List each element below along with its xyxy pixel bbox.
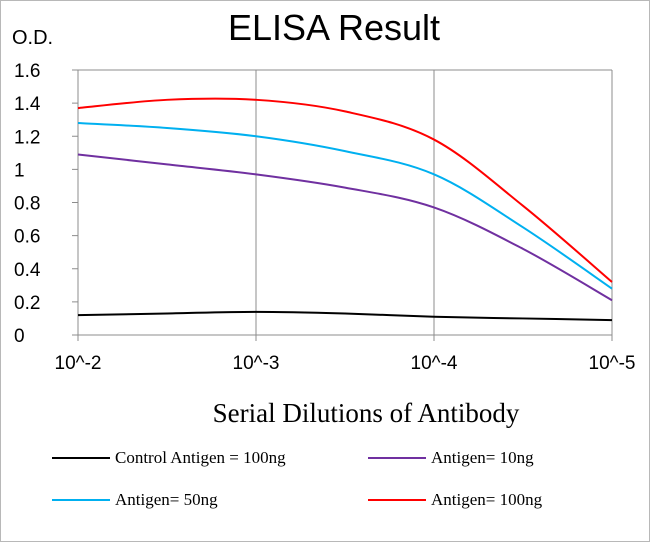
x-tick-label: 10^-3: [233, 353, 280, 374]
y-tick-label: 1: [14, 160, 25, 181]
y-axis-label: O.D.: [12, 27, 53, 49]
y-tick-label: 0: [14, 326, 25, 347]
series-line-3: [77, 97, 613, 283]
series-lines: [77, 97, 613, 322]
y-tick-label: 0.2: [14, 293, 40, 314]
x-tick-label: 10^-5: [589, 353, 636, 374]
legend-label-3: Antigen= 100ng: [431, 490, 543, 509]
chart-title: ELISA Result: [228, 7, 440, 48]
y-tick-label: 0.6: [14, 227, 40, 248]
x-axis-label: Serial Dilutions of Antibody: [213, 398, 520, 428]
x-tick-label: 10^-2: [55, 353, 102, 374]
x-tick-labels: 10^-2 10^-3 10^-4 10^-5: [55, 353, 636, 374]
y-tick-labels: 0 0.2 0.4 0.6 0.8 1 1.2 1.4 1.6: [14, 61, 41, 347]
y-tick-label: 0.8: [14, 194, 40, 215]
gridlines: [77, 69, 613, 335]
y-tick-label: 1.2: [14, 127, 40, 148]
legend: Control Antigen = 100ng Antigen= 10ng Anti…: [52, 448, 543, 509]
series-line-2: [77, 122, 613, 290]
axes: [72, 69, 613, 341]
y-tick-label: 0.4: [14, 260, 41, 281]
series-line-1: [77, 153, 613, 302]
legend-label-2: Antigen= 50ng: [115, 490, 218, 509]
x-tick-label: 10^-4: [411, 353, 458, 374]
legend-label-0: Control Antigen = 100ng: [115, 448, 286, 467]
legend-label-1: Antigen= 10ng: [431, 448, 534, 467]
y-tick-label: 1.4: [14, 94, 41, 115]
y-tick-label: 1.6: [14, 61, 40, 82]
series-line-0: [77, 310, 613, 322]
